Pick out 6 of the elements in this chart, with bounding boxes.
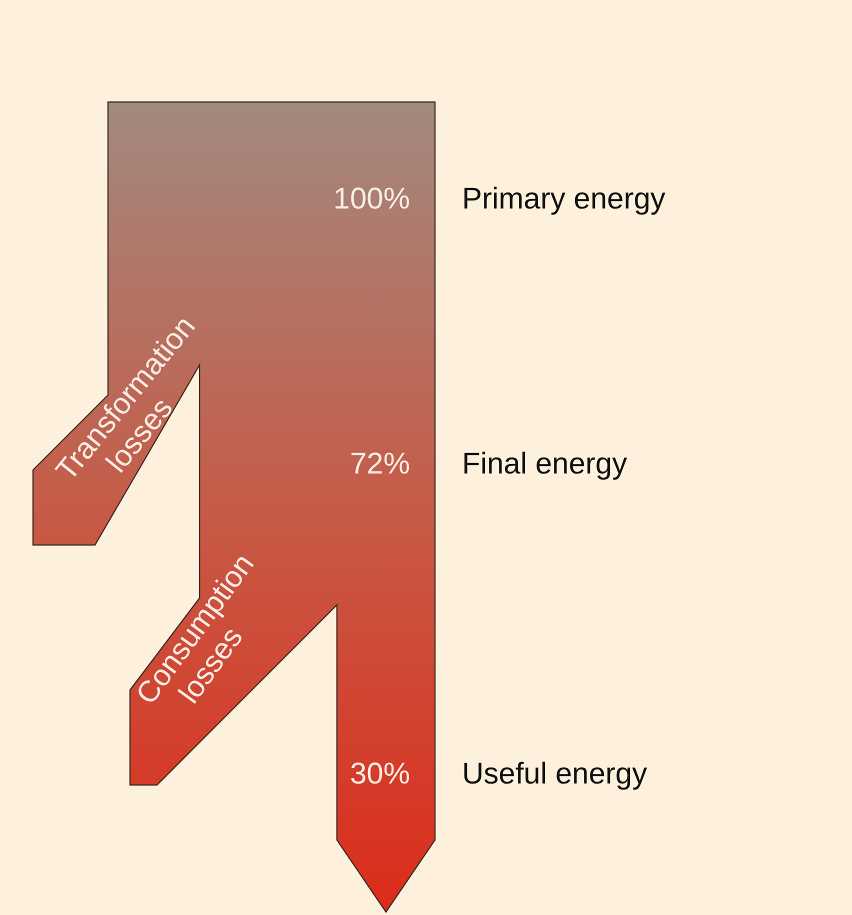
data-label: 72% [350, 447, 410, 480]
data-label: 100% [333, 182, 410, 216]
category-label: Useful energy [462, 757, 648, 790]
category-label: Final energy [462, 447, 628, 480]
data-label: 30% [350, 757, 410, 790]
category-label: Primary energy [462, 182, 666, 216]
